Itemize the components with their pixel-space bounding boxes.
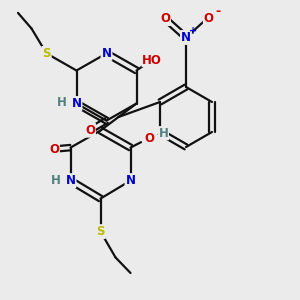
Text: +: + bbox=[188, 26, 197, 36]
Text: N: N bbox=[101, 47, 112, 60]
Text: H: H bbox=[57, 96, 67, 110]
Text: O: O bbox=[85, 124, 95, 137]
Text: S: S bbox=[42, 47, 51, 60]
Text: N: N bbox=[181, 31, 191, 44]
Text: N: N bbox=[71, 97, 82, 110]
Text: -: - bbox=[216, 5, 221, 19]
Text: O: O bbox=[203, 12, 214, 25]
Text: O: O bbox=[144, 132, 154, 145]
Text: N: N bbox=[125, 174, 136, 187]
Text: N: N bbox=[65, 174, 76, 187]
Text: O: O bbox=[160, 12, 170, 25]
Text: HO: HO bbox=[142, 53, 162, 67]
Text: H: H bbox=[51, 173, 61, 187]
Text: H: H bbox=[159, 127, 168, 140]
Text: S: S bbox=[96, 225, 105, 238]
Text: O: O bbox=[49, 142, 59, 156]
